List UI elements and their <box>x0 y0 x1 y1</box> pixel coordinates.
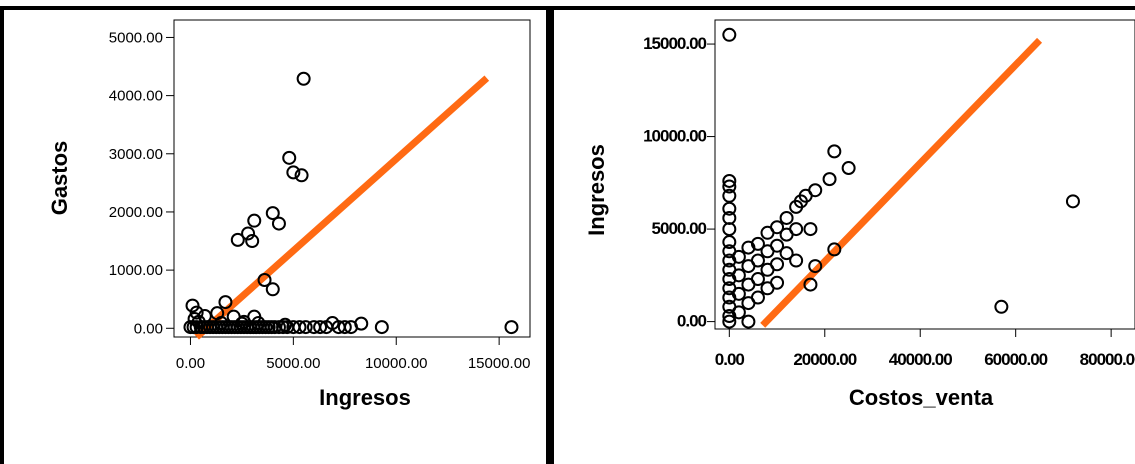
y-tick-label: 10000.00 <box>643 127 706 146</box>
x-tick-label: 80000.00 <box>1080 350 1135 369</box>
y-tick-label: 5000.00 <box>652 219 707 238</box>
y-tick-label: 1000.00 <box>109 262 163 279</box>
x-tick-label: 10000.00 <box>365 355 428 372</box>
y-axis-title-left: Gastos <box>47 141 72 216</box>
y-tick-label: 15000.00 <box>643 34 706 53</box>
x-tick-label: 0.00 <box>715 350 745 369</box>
x-tick-label: 20000.00 <box>793 350 856 369</box>
y-tick-label: 0.00 <box>677 312 707 331</box>
y-tick-label: 0.00 <box>134 320 163 337</box>
x-tick-label: 40000.00 <box>889 350 952 369</box>
x-axis-title-left: Ingresos <box>319 385 411 410</box>
x-tick-label: 0.00 <box>176 355 205 372</box>
y-tick-label: 5000.00 <box>109 29 163 46</box>
y-tick-label: 2000.00 <box>109 204 163 221</box>
x-tick-label: 60000.00 <box>984 350 1047 369</box>
x-tick-label: 5000.00 <box>266 355 320 372</box>
y-tick-label: 4000.00 <box>109 88 163 105</box>
x-tick-label: 15000.00 <box>468 355 531 372</box>
x-axis-title-right: Costos_venta <box>849 385 994 410</box>
y-tick-label: 3000.00 <box>109 146 163 163</box>
plot-area-left <box>174 20 530 337</box>
plot-area-right <box>715 20 1135 329</box>
y-axis-title-right: Ingresos <box>584 144 609 236</box>
